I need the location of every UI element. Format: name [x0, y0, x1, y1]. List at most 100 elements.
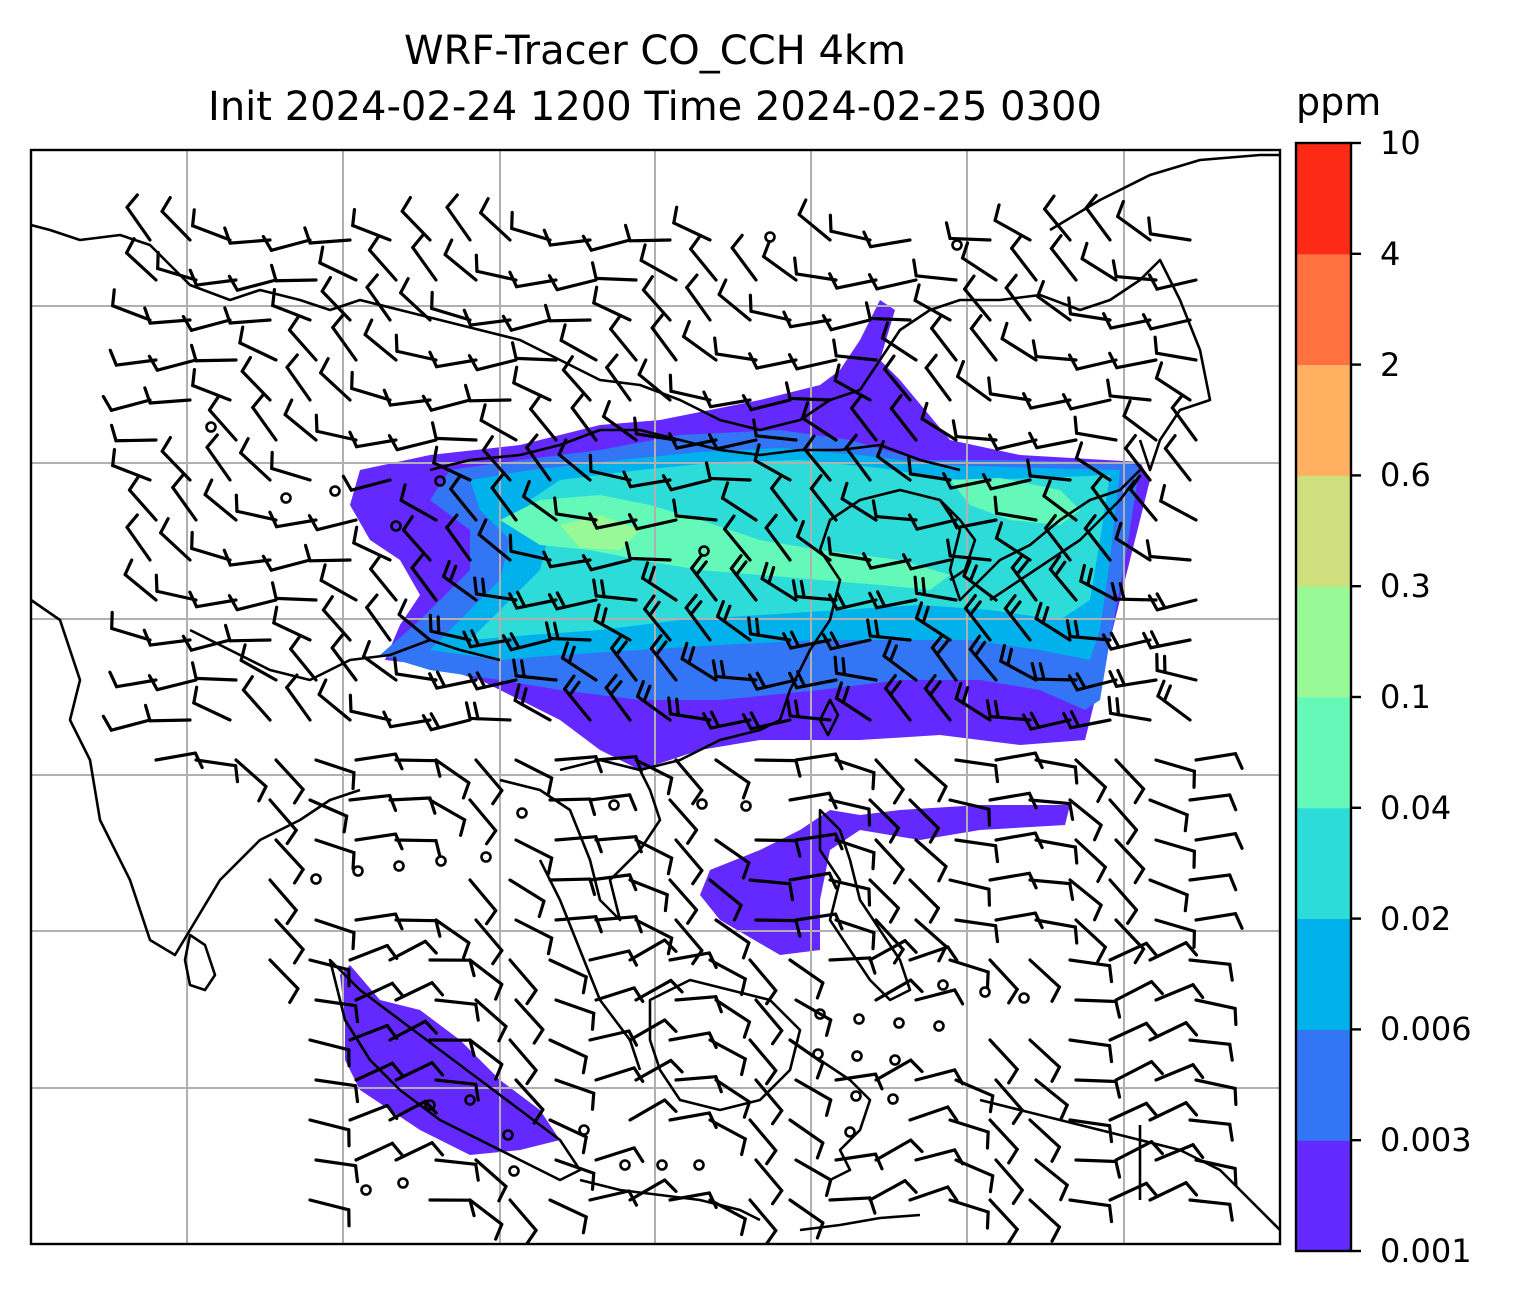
wind-barb — [234, 493, 278, 522]
coastline-kamchatka — [1049, 153, 1280, 232]
wind-barb — [1021, 711, 1072, 731]
wind-barb — [1026, 458, 1072, 482]
wind-barb — [194, 758, 240, 784]
wind-barb — [834, 758, 876, 791]
wind-barb — [748, 1118, 778, 1166]
wind-barb — [428, 670, 478, 690]
wind-barb — [354, 832, 404, 851]
wind-barb — [354, 752, 404, 771]
wind-barb — [1154, 1143, 1205, 1162]
wind-barb — [791, 579, 838, 602]
wind-barb — [981, 473, 1032, 491]
wind-barb — [1148, 1021, 1199, 1042]
wind-barb — [1028, 878, 1075, 901]
wind-barb — [1108, 798, 1139, 845]
wind-barb — [303, 226, 352, 245]
wind-barb — [474, 1158, 508, 1203]
wind-barb — [548, 877, 597, 897]
wind-barb — [964, 593, 992, 642]
wind-barb — [101, 714, 152, 732]
wind-barb — [501, 632, 552, 652]
wind-barb — [901, 553, 952, 571]
wind-barb — [884, 673, 912, 722]
wind-barb — [634, 978, 684, 1002]
wind-barb — [303, 543, 352, 563]
calm-wind-circle — [464, 1094, 476, 1106]
wind-barb — [143, 703, 192, 723]
wind-barb — [1147, 592, 1198, 612]
wind-barb — [207, 395, 238, 442]
colorbar-tick-label: 4 — [1380, 234, 1401, 273]
wind-barb — [434, 758, 471, 800]
wind-barb — [287, 315, 318, 362]
wind-barb — [650, 313, 678, 362]
wind-barb — [348, 793, 398, 813]
wind-barb — [713, 336, 758, 362]
wind-barb — [361, 640, 398, 682]
wind-barb — [800, 401, 838, 442]
calm-wind-circle — [933, 1020, 945, 1032]
wind-barb — [271, 288, 312, 322]
colorbar-tick-label: 2 — [1380, 345, 1401, 384]
wind-barb — [601, 400, 638, 442]
wind-barb — [468, 1198, 504, 1241]
calm-wind-circle — [619, 1159, 631, 1171]
wind-barb — [787, 353, 838, 371]
wind-barb — [741, 394, 792, 412]
wind-barb — [514, 758, 554, 796]
wind-barb — [123, 558, 158, 602]
wind-barb — [348, 1103, 399, 1122]
wind-barb — [1106, 378, 1152, 402]
wind-barb — [369, 554, 398, 602]
wind-barb — [1148, 878, 1189, 913]
calm-wind-circle — [764, 231, 776, 243]
wind-barb — [912, 258, 958, 282]
wind-barb — [708, 1038, 747, 1077]
wind-barb — [1194, 1158, 1238, 1187]
wind-barb — [834, 838, 876, 871]
wind-barb — [432, 445, 472, 482]
wind-barb — [421, 394, 472, 412]
wind-barb — [1145, 539, 1192, 562]
wind-barb — [764, 513, 792, 562]
wind-barb — [394, 918, 442, 938]
wind-barb — [510, 210, 552, 242]
wind-barb — [181, 314, 232, 332]
wind-barb — [1107, 695, 1152, 722]
wind-barb — [307, 514, 358, 532]
wind-barb — [1034, 918, 1079, 945]
wind-barb — [874, 978, 924, 1002]
wind-barb — [143, 386, 192, 405]
wind-barb — [628, 938, 678, 962]
wind-barb — [1004, 273, 1032, 322]
wind-barb — [510, 341, 558, 362]
wind-barb — [754, 998, 784, 1046]
wind-barb — [668, 432, 718, 450]
wind-barb — [354, 981, 405, 1002]
wind-barb — [883, 354, 912, 402]
wind-barb — [192, 685, 232, 722]
wind-barb — [350, 370, 392, 402]
wind-barb — [434, 1158, 480, 1182]
wind-barb — [604, 673, 632, 722]
calm-wind-circle — [329, 485, 341, 497]
wind-barb — [754, 758, 802, 778]
wind-barb — [867, 273, 918, 291]
wind-barb — [704, 461, 752, 482]
colorbar — [1296, 141, 1361, 1253]
colorbar-swatch-9 — [1296, 143, 1351, 255]
wind-barb — [946, 538, 992, 562]
wind-barb — [702, 710, 752, 730]
wind-barb — [794, 752, 844, 771]
calm-wind-circle — [937, 979, 949, 991]
wind-barb — [1074, 441, 1112, 482]
wind-barb — [1108, 1101, 1159, 1122]
colorbar-swatch-6 — [1296, 475, 1351, 587]
wind-barb — [681, 320, 718, 362]
wind-barb — [1028, 1118, 1062, 1163]
wind-barb — [708, 1198, 747, 1237]
wind-barb — [1154, 918, 1196, 949]
wind-barb — [942, 472, 992, 490]
wind-barb — [1188, 873, 1238, 892]
wind-barb — [430, 290, 472, 322]
